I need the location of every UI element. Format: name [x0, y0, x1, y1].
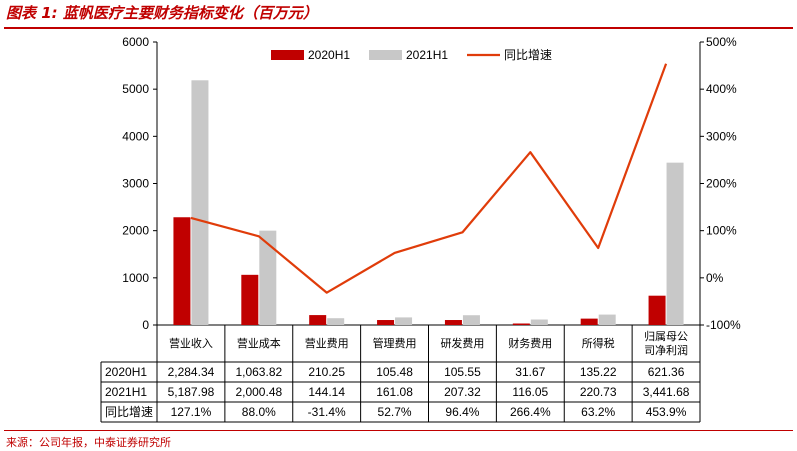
table-cell: 210.25 [308, 365, 345, 379]
bar-2021H1 [395, 317, 413, 325]
table-cell: 116.05 [512, 385, 548, 399]
bars [173, 80, 684, 325]
table-cell: 207.32 [444, 385, 481, 399]
table-cell: 96.4% [445, 405, 479, 419]
source-note: 来源：公司年报，中泰证券研究所 [6, 436, 171, 449]
category-label-line: 管理费用 [373, 336, 417, 350]
table-cell: 161.08 [376, 385, 413, 399]
table-row-label: 2021H1 [105, 385, 147, 399]
category-label: 管理费用 [373, 336, 417, 350]
category-label-line: 营业费用 [305, 336, 349, 350]
bar-2021H1 [666, 162, 684, 325]
bar-2020H1 [377, 320, 395, 325]
y-left-tick-label: 4000 [122, 129, 149, 143]
table-cell: 127.1% [171, 405, 212, 419]
table-cell: 266.4% [510, 405, 551, 419]
table-cell: 88.0% [242, 405, 276, 419]
table-cell: 2,000.48 [235, 385, 282, 399]
legend: 2020H1 2021H1 同比增速 [271, 48, 552, 62]
table-cell: 52.7% [378, 405, 412, 419]
bar-2021H1 [191, 80, 209, 325]
table-row-label: 2020H1 [105, 365, 147, 379]
y-right-tick-label: 100% [706, 224, 737, 238]
bar-2020H1 [309, 315, 327, 325]
category-label: 所得税 [582, 336, 615, 350]
table-cell: -31.4% [308, 405, 346, 419]
category-label-line: 研发费用 [440, 336, 484, 350]
bar-2020H1 [512, 323, 530, 325]
category-label: 营业费用 [305, 336, 349, 350]
y-left-tick-label: 0 [142, 318, 149, 332]
table-cell: 621.36 [648, 365, 685, 379]
category-label-line: 营业成本 [237, 336, 281, 350]
y-left-tick-label: 6000 [122, 35, 149, 49]
y-left-tick-label: 2000 [122, 224, 149, 238]
category-label-line: 司净利润 [644, 343, 688, 357]
page-title: 图表 1: 蓝帆医疗主要财务指标变化（百万元） [6, 4, 318, 22]
footer-divider [4, 430, 793, 431]
category-label-line: 营业收入 [169, 336, 213, 350]
category-label-line: 归属母公 [644, 329, 688, 343]
bar-2020H1 [648, 295, 666, 325]
growth-line [190, 63, 668, 294]
bar-2021H1 [327, 318, 345, 325]
bar-2020H1 [580, 318, 598, 325]
bar-2020H1 [444, 320, 462, 325]
y-right-tick-label: 500% [706, 35, 737, 49]
category-label: 研发费用 [440, 336, 484, 350]
bar-2021H1 [259, 230, 277, 325]
y-right-tick-label: -100% [706, 318, 741, 332]
bar-2021H1 [462, 315, 480, 325]
legend-label-2020H1: 2020H1 [308, 48, 350, 62]
y-left-tick-label: 5000 [122, 82, 149, 96]
y-right-tick-label: 0% [706, 271, 724, 285]
y-right-tick-label: 300% [706, 129, 737, 143]
table-cell: 135.22 [580, 365, 617, 379]
table-cell: 3,441.68 [643, 385, 690, 399]
table-cell: 63.2% [581, 405, 615, 419]
category-label: 归属母公司净利润 [644, 329, 688, 357]
table-cell: 144.14 [308, 385, 345, 399]
bar-2021H1 [530, 319, 548, 325]
title-divider [4, 27, 793, 29]
category-label: 财务费用 [508, 336, 552, 350]
category-label: 营业成本 [237, 336, 281, 350]
bar-2020H1 [173, 217, 191, 325]
legend-label-growth: 同比增速 [504, 48, 552, 62]
bar-2021H1 [598, 314, 616, 325]
table-cell: 1,063.82 [235, 365, 282, 379]
table-row-label: 同比增速 [105, 405, 153, 419]
table-cell: 5,187.98 [168, 385, 215, 399]
bar-2020H1 [241, 274, 259, 325]
table-cell: 31.67 [515, 365, 545, 379]
legend-label-2021H1: 2021H1 [406, 48, 448, 62]
y-left-tick-label: 1000 [122, 271, 149, 285]
combo-chart: 0 1000 2000 3000 4000 5000 6000 -100% 0% 100% 200%… [100, 35, 741, 423]
legend-swatch-2021H1 [369, 50, 402, 60]
table-cell: 105.48 [376, 365, 413, 379]
table-cell: 105.55 [444, 365, 481, 379]
growth-line-path [190, 63, 668, 294]
legend-swatch-2020H1 [271, 50, 304, 60]
table-cell: 220.73 [580, 385, 617, 399]
category-label: 营业收入 [169, 336, 213, 350]
y-right-tick-label: 200% [706, 177, 737, 191]
category-label-line: 所得税 [582, 336, 615, 350]
data-table: 营业收入 营业成本 营业费用 管理费用 研发费用 财务费用 所得税 归属母公司净利润 2020H… [100, 325, 701, 423]
y-left-tick-label: 3000 [122, 177, 149, 191]
table-cell: 2,284.34 [168, 365, 215, 379]
axes: 0 1000 2000 3000 4000 5000 6000 -100% 0% 100% 200%… [122, 35, 741, 332]
table-cell: 453.9% [646, 405, 687, 419]
y-right-tick-label: 400% [706, 82, 737, 96]
category-label-line: 财务费用 [508, 336, 552, 350]
